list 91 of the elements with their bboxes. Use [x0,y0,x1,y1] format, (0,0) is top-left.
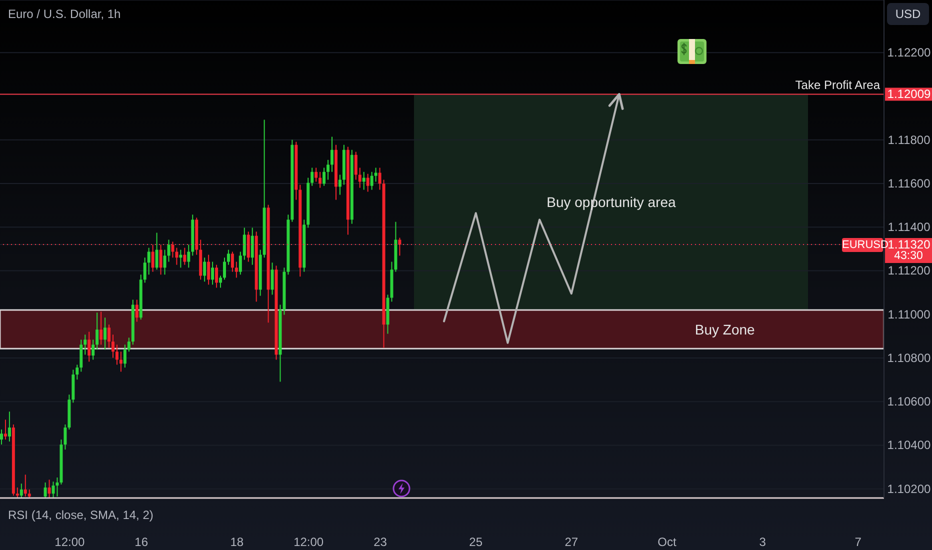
x-tick-label: 27 [564,535,578,549]
candlestick [20,483,23,498]
candlestick [187,244,190,268]
candlestick [127,337,130,352]
candlestick [250,227,254,266]
candlestick [338,174,342,196]
text: 43:30 [885,250,932,264]
candlestick [115,344,118,366]
candlestick [222,257,226,280]
candlestick [0,429,3,446]
candlestick [135,299,138,322]
candlestick [207,254,210,286]
text: Euro / U.S. Dollar, 1h [8,7,121,21]
candlestick [211,261,214,286]
candlestick [8,411,11,442]
band-label: Buy Zone [694,321,756,338]
y-tick-label: 1.10200 [887,482,932,496]
candlestick [318,171,322,188]
candlestick [310,167,314,186]
candlestick [123,344,126,368]
candlestick [80,339,83,372]
ref-line-label: Take Profit Area [795,78,880,92]
candlestick [92,339,95,360]
candlestick [151,244,154,272]
candlestick [52,481,55,498]
text: RSI (14, close, SMA, 14, 2) [8,508,154,522]
candlestick [270,262,274,296]
candlestick [56,476,59,497]
candlestick [44,482,47,498]
x-tick-label: 16 [134,535,148,549]
candlestick [330,136,334,172]
candlestick [16,487,19,498]
candlestick [48,479,51,498]
candlestick [238,251,242,276]
candlestick [108,324,111,348]
x-tick-label: 3 [759,535,766,549]
candlestick [183,247,186,266]
y-tick-label: 1.11000 [888,307,931,322]
candlestick [203,257,206,282]
candlestick [175,247,178,266]
x-tick-label: 7 [854,535,862,549]
y-tick-label: 1.11320 [888,238,931,252]
candlestick [314,167,318,182]
y-tick-label: 1.10800 [887,350,932,365]
candlestick [322,167,326,186]
candlestick [378,167,382,190]
candlestick [84,334,87,356]
candlestick [111,334,114,358]
candlestick [104,317,107,350]
candlestick [96,312,99,350]
candlestick [230,251,234,272]
candlestick [354,151,358,180]
candlestick [24,474,27,497]
y-tick-label: 1.10600 [887,394,932,409]
candlestick [215,264,218,288]
candlestick [358,167,362,188]
y-tick-label: 1.11400 [888,220,931,234]
candlestick [88,331,91,362]
candlestick [155,232,158,270]
candlestick [76,364,79,380]
y-axis-title: USD [887,3,929,25]
x-tick-label: 18 [230,535,244,549]
y-tick-label: 1.11800 [888,132,931,147]
candlestick [370,171,374,190]
candlestick [398,237,402,256]
candlestick [219,275,222,288]
candlestick [64,424,67,450]
x-tick-label: 12:00 [54,535,86,549]
candlestick [366,173,370,192]
candlestick [4,419,7,440]
candlestick [234,261,238,278]
candlestick [119,351,122,372]
x-tick-label: Oct [658,535,677,549]
candlestick [226,249,230,266]
candlestick [171,241,174,258]
candlestick [246,231,250,262]
x-tick-label: 25 [469,535,483,549]
candlestick [242,227,246,260]
candlestick [326,159,330,180]
candlestick [143,257,146,284]
candlestick [100,311,103,346]
candlestick [374,167,378,182]
y-tick-label: 1.12009 [887,87,932,102]
x-tick-label: 12:00 [294,535,324,549]
x-tick-label: 23 [374,535,388,549]
y-tick-label: 1.11200 [888,264,931,278]
candlestick [147,247,150,276]
y-tick-label: 1.11600 [888,176,931,190]
y-tick-label: 1.12200 [887,46,932,60]
y-tick-label: 1.10400 [887,438,932,452]
candlestick [159,244,162,276]
